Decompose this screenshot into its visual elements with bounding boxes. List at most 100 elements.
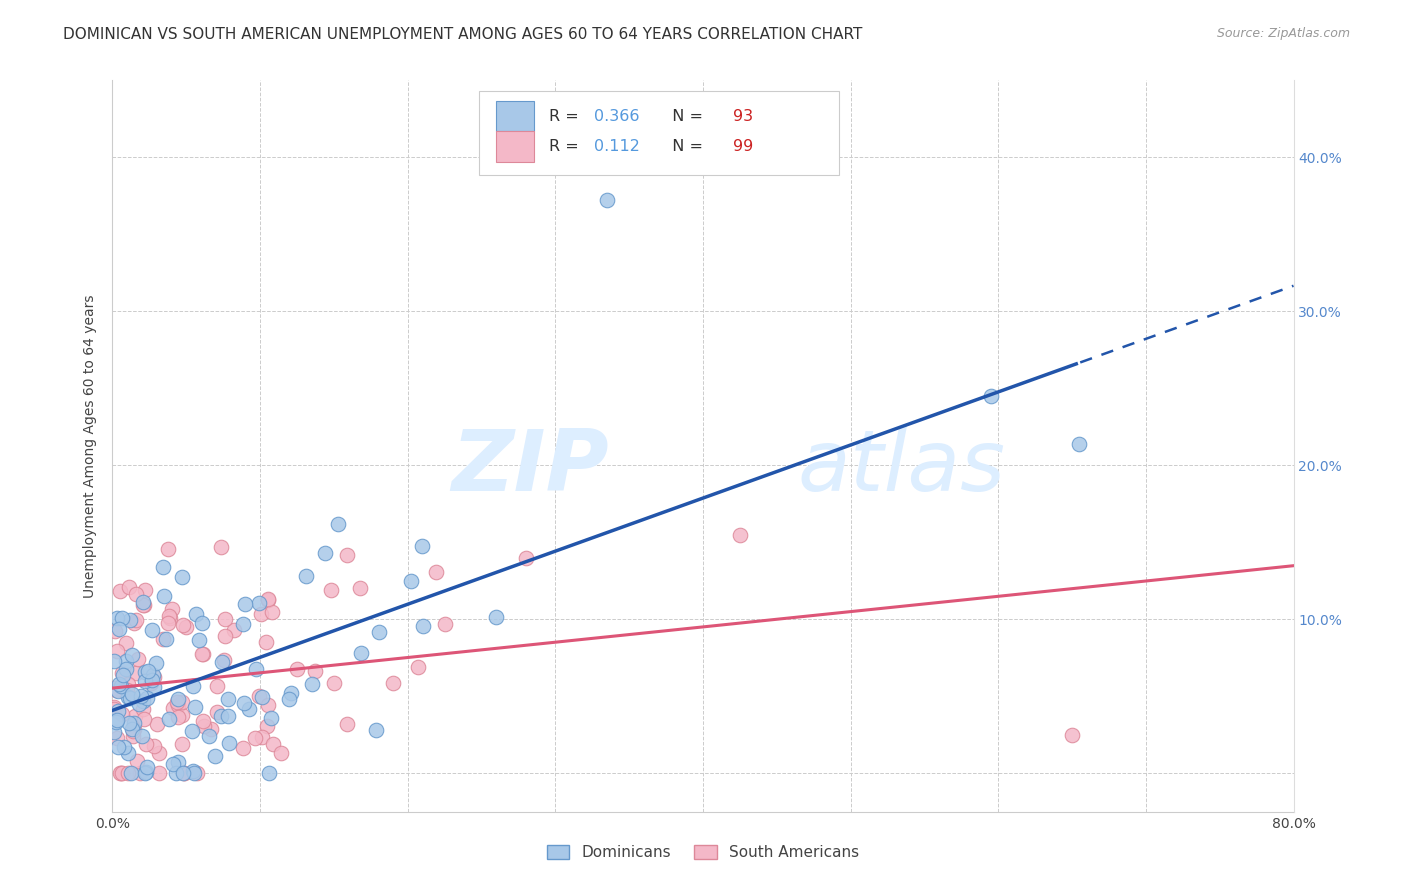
Point [209, 708, 232, 723]
Text: Source: ZipAtlas.com: Source: ZipAtlas.com [1216, 27, 1350, 40]
Point [280, 686, 302, 700]
Point [117, 690, 139, 704]
Point [105, 683, 128, 698]
Point [728, 527, 751, 541]
Point [152, 560, 174, 574]
Legend: Dominicans, South Americans: Dominicans, South Americans [540, 838, 866, 866]
Point [121, 687, 143, 701]
Point [181, 679, 204, 693]
Point [285, 662, 308, 676]
Point [193, 647, 215, 661]
Point [114, 654, 136, 668]
Point [152, 632, 174, 647]
Point [247, 689, 270, 703]
Point [159, 610, 181, 624]
Point [112, 739, 135, 754]
Point [157, 542, 180, 557]
Point [191, 714, 214, 728]
Point [217, 692, 239, 706]
Point [232, 696, 254, 710]
Point [515, 550, 537, 565]
Point [125, 665, 148, 680]
Point [110, 610, 132, 624]
Point [134, 583, 156, 598]
Point [108, 584, 131, 599]
Point [135, 764, 157, 779]
Point [1069, 436, 1091, 450]
Point [117, 766, 139, 780]
FancyBboxPatch shape [478, 91, 839, 176]
Y-axis label: Unemployment Among Ages 60 to 64 years: Unemployment Among Ages 60 to 64 years [83, 294, 97, 598]
Text: atlas: atlas [797, 426, 1005, 509]
Point [103, 702, 125, 716]
FancyBboxPatch shape [496, 101, 534, 131]
Point [412, 618, 434, 632]
Text: ZIP: ZIP [451, 426, 609, 509]
Point [121, 722, 143, 736]
Point [129, 689, 152, 703]
Point [238, 702, 260, 716]
Point [117, 677, 139, 691]
Point [172, 695, 194, 709]
Point [336, 549, 359, 563]
Point [167, 755, 190, 769]
Point [170, 570, 193, 584]
Point [105, 611, 128, 625]
Point [132, 694, 155, 708]
Point [111, 766, 134, 780]
Point [382, 676, 405, 690]
Point [121, 648, 143, 663]
Point [166, 695, 188, 709]
Point [125, 613, 148, 627]
Point [157, 712, 180, 726]
Point [207, 680, 229, 694]
Point [141, 675, 163, 690]
Point [183, 766, 205, 780]
Point [136, 664, 159, 678]
Point [256, 718, 278, 732]
Point [104, 714, 127, 729]
Point [214, 613, 236, 627]
Point [108, 677, 131, 691]
Point [103, 681, 125, 696]
Point [105, 713, 128, 727]
Point [184, 699, 207, 714]
Point [108, 622, 131, 636]
Point [256, 592, 278, 607]
Point [218, 736, 240, 750]
Point [217, 709, 239, 723]
Point [148, 766, 170, 780]
Point [224, 624, 246, 638]
Point [188, 632, 211, 647]
Point [162, 757, 184, 772]
Point [191, 647, 214, 661]
Point [406, 659, 429, 673]
Point [162, 700, 184, 714]
Text: R =: R = [550, 139, 589, 154]
Point [136, 690, 159, 705]
Point [181, 724, 204, 739]
Point [145, 657, 167, 671]
Point [157, 609, 180, 624]
Point [186, 766, 208, 780]
Point [204, 748, 226, 763]
Point [260, 605, 283, 619]
Point [167, 698, 190, 712]
Point [166, 691, 188, 706]
Point [135, 738, 157, 752]
Point [120, 766, 142, 780]
Point [118, 580, 141, 594]
Point [103, 725, 125, 739]
Point [105, 643, 128, 657]
Point [197, 729, 219, 743]
Point [141, 623, 163, 637]
Point [115, 662, 138, 676]
Point [143, 670, 166, 684]
Point [233, 597, 256, 611]
Text: 0.366: 0.366 [595, 109, 640, 124]
Point [321, 582, 343, 597]
Point [270, 746, 292, 760]
Point [167, 709, 190, 723]
Point [122, 722, 145, 736]
Point [485, 609, 508, 624]
